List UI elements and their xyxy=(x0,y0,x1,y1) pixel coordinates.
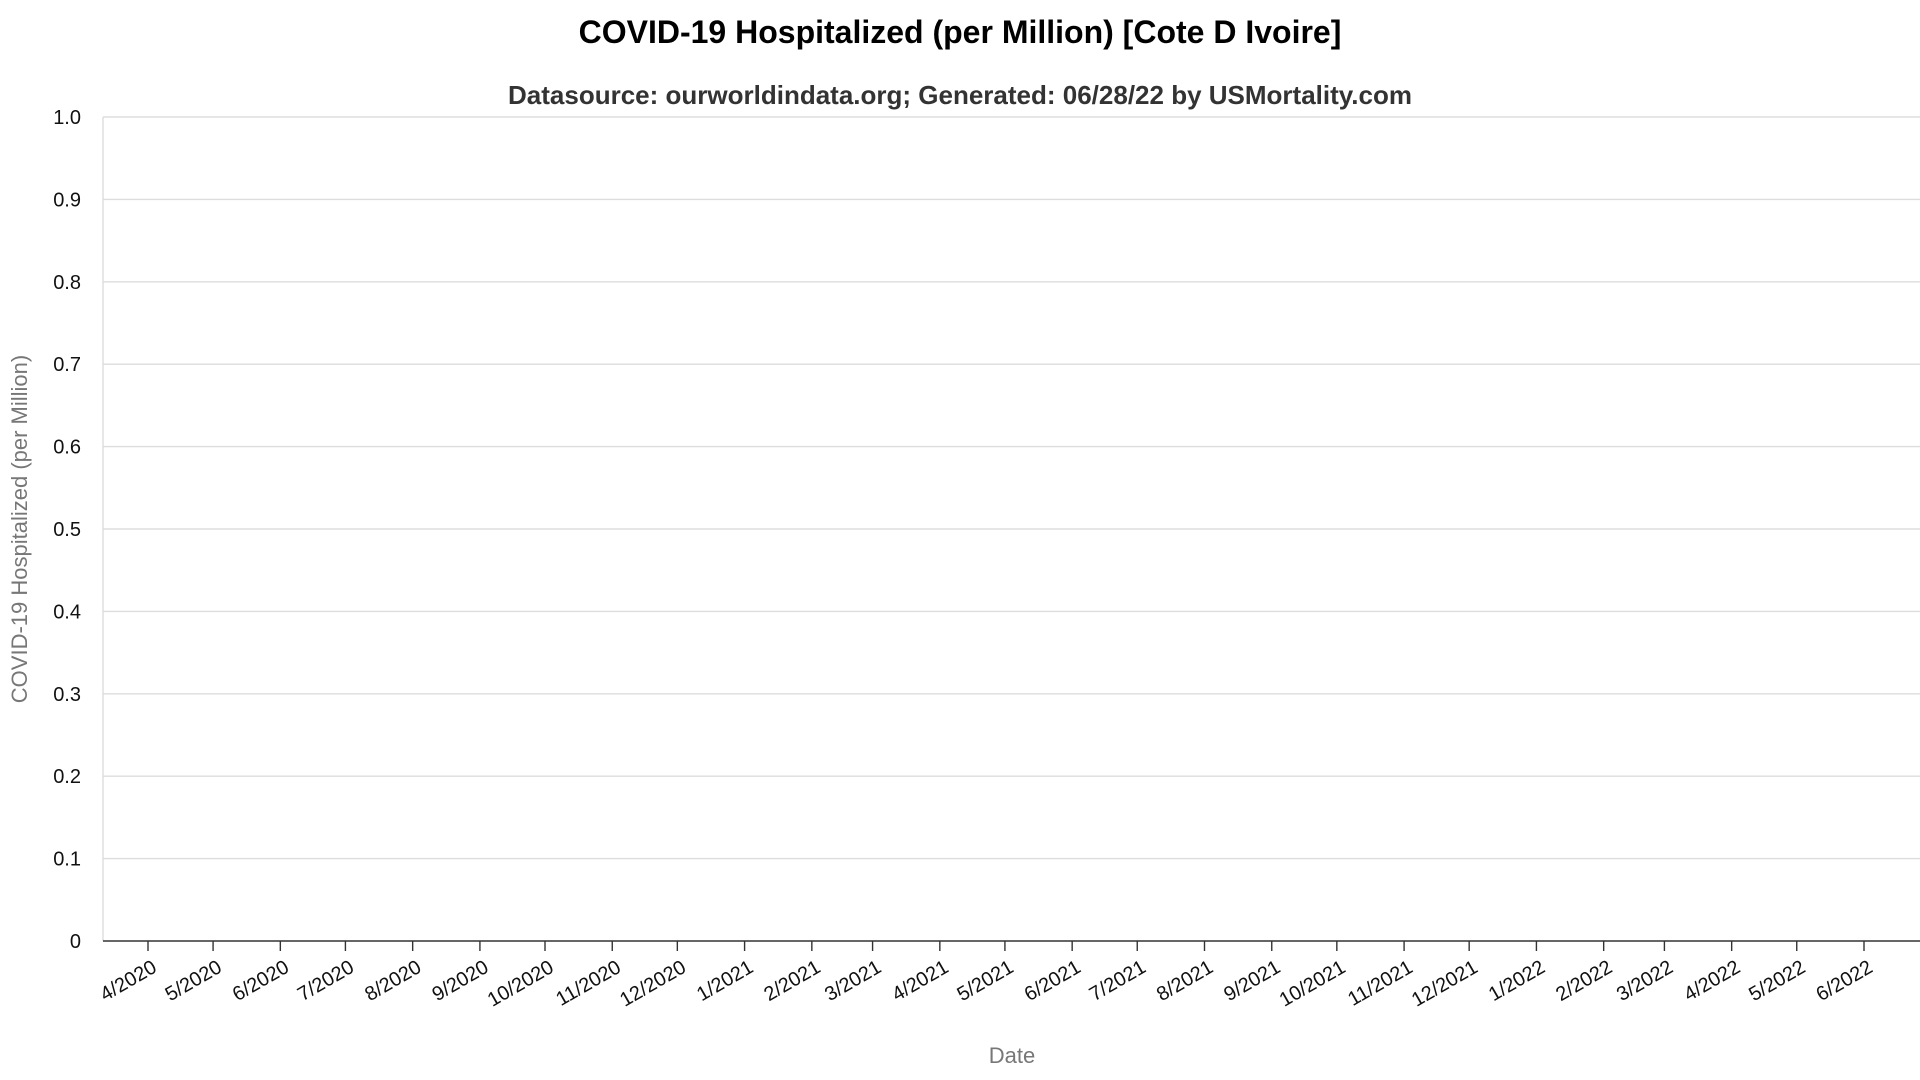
y-tick-label: 0.8 xyxy=(53,272,81,294)
chart-title: COVID-19 Hospitalized (per Million) [Cot… xyxy=(578,14,1342,50)
x-tick-label: 10/2020 xyxy=(484,956,558,1011)
y-tick-label: 1.0 xyxy=(53,107,81,129)
x-tick-label: 11/2021 xyxy=(1344,956,1416,1010)
x-tick-label: 4/2020 xyxy=(97,956,161,1006)
x-tick-label: 5/2020 xyxy=(162,956,226,1006)
y-tick-label: 0.5 xyxy=(53,519,81,541)
x-tick-label: 9/2020 xyxy=(428,956,492,1006)
x-tick-label: 12/2020 xyxy=(616,956,690,1011)
y-tick-label: 0.2 xyxy=(53,766,81,788)
y-tick-label: 0.6 xyxy=(53,437,81,459)
y-tick-label: 0.7 xyxy=(53,354,81,376)
x-tick-label: 4/2021 xyxy=(888,956,952,1006)
y-axis-ticks: 0 0.1 0.2 0.3 0.4 0.5 0.6 0.7 0.8 0.9 1.0 xyxy=(53,107,81,953)
x-tick-label: 3/2022 xyxy=(1613,956,1677,1006)
y-tick-label: 0.4 xyxy=(53,601,81,623)
y-tick-label: 0.9 xyxy=(53,189,81,211)
x-axis-title: Date xyxy=(989,1043,1035,1068)
x-tick-label: 8/2021 xyxy=(1153,956,1217,1006)
x-tick-label: 12/2021 xyxy=(1408,956,1482,1011)
x-tick-label: 1/2022 xyxy=(1485,956,1549,1006)
x-tick-label: 7/2021 xyxy=(1086,956,1150,1006)
x-tick-label: 5/2021 xyxy=(953,956,1017,1006)
x-tick-label: 8/2020 xyxy=(361,956,425,1006)
x-tick-label: 5/2022 xyxy=(1745,956,1809,1006)
x-tick-label: 6/2020 xyxy=(229,956,293,1006)
grid-lines xyxy=(103,116,1920,860)
y-tick-label: 0 xyxy=(70,931,81,953)
x-tick-label: 3/2021 xyxy=(821,956,885,1006)
x-tick-label: 4/2022 xyxy=(1680,956,1744,1006)
x-tick-label: 7/2020 xyxy=(294,956,358,1006)
y-axis-title: COVID-19 Hospitalized (per Million) xyxy=(7,355,32,703)
y-tick-label: 0.1 xyxy=(53,849,81,871)
x-tick-label: 9/2021 xyxy=(1220,956,1284,1006)
chart-subtitle: Datasource: ourworldindata.org; Generate… xyxy=(508,80,1412,110)
x-axis-ticks: 4/2020 5/2020 6/2020 7/2020 8/2020 9/202010/2… xyxy=(97,941,1877,1011)
x-tick-label: 11/2020 xyxy=(552,956,624,1010)
x-tick-label: 6/2021 xyxy=(1021,956,1085,1006)
y-tick-label: 0.3 xyxy=(53,684,81,706)
x-tick-label: 1/2021 xyxy=(693,956,757,1006)
x-tick-label: 2/2022 xyxy=(1552,956,1616,1006)
x-tick-label: 10/2021 xyxy=(1276,956,1350,1011)
x-tick-label: 6/2022 xyxy=(1813,956,1877,1006)
x-tick-label: 2/2021 xyxy=(760,956,824,1006)
